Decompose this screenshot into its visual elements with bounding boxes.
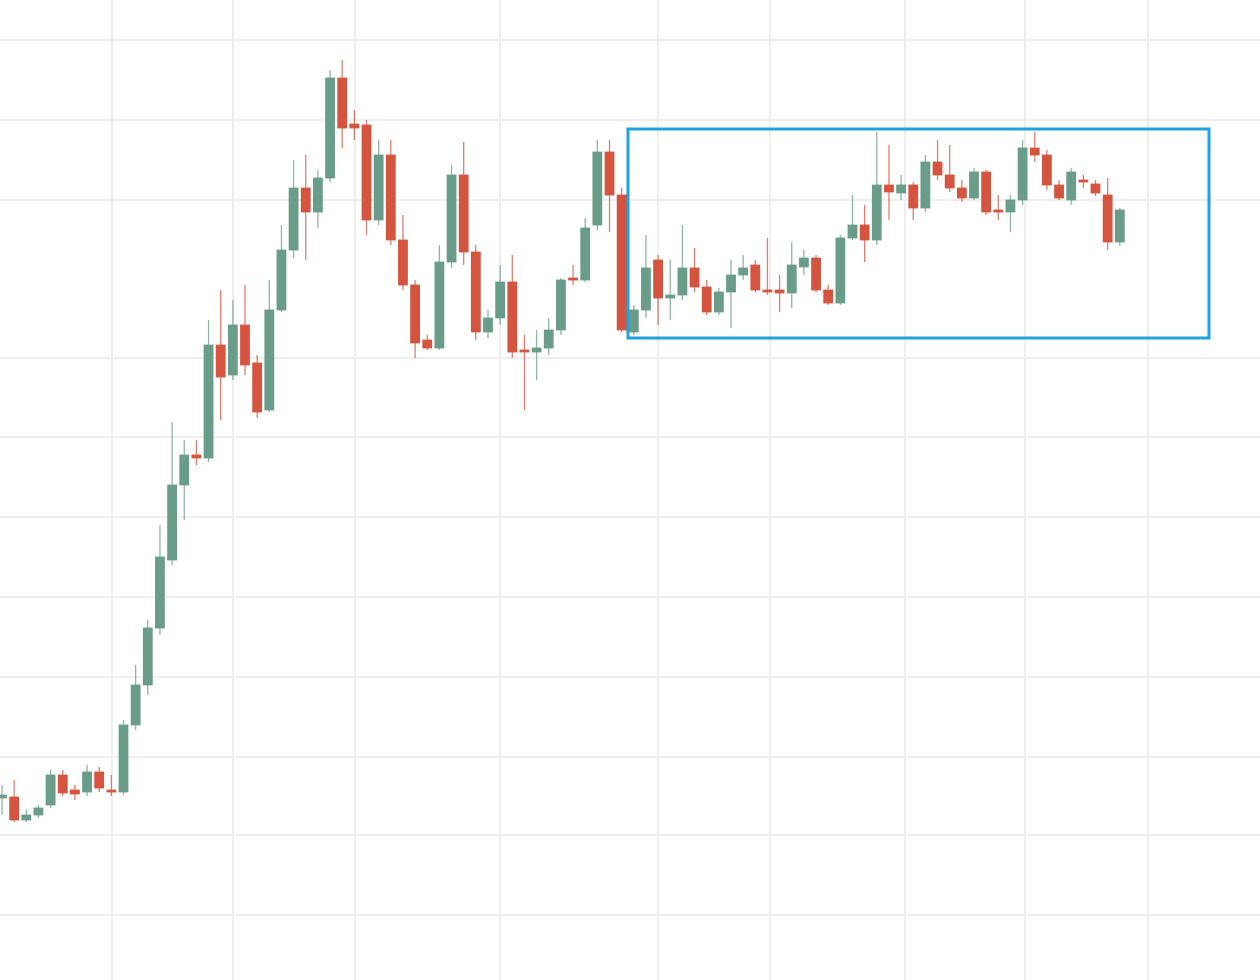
candle-body bbox=[653, 259, 663, 299]
candle-body bbox=[774, 289, 785, 294]
candle-body bbox=[142, 627, 153, 686]
candle-body bbox=[689, 267, 700, 288]
candle-body bbox=[361, 124, 372, 221]
candle-body bbox=[568, 277, 578, 281]
candle-body bbox=[811, 257, 821, 291]
candle-body bbox=[1017, 147, 1028, 201]
candle-body bbox=[1102, 194, 1113, 243]
candle-body bbox=[9, 796, 20, 821]
candle-body bbox=[276, 249, 287, 311]
candle-body bbox=[1029, 147, 1040, 156]
candle-body bbox=[641, 267, 651, 311]
candle-body bbox=[458, 174, 469, 253]
candle-body bbox=[981, 171, 992, 213]
candle-body bbox=[556, 279, 566, 331]
candle-body bbox=[956, 187, 967, 199]
candle-body bbox=[179, 454, 190, 486]
candle-body bbox=[543, 329, 554, 349]
candle-body bbox=[665, 294, 676, 299]
candle-body bbox=[677, 267, 688, 296]
candle-body bbox=[227, 324, 238, 376]
candle-body bbox=[252, 362, 263, 413]
candle-body bbox=[422, 339, 433, 349]
candle-body bbox=[191, 454, 202, 459]
candle-body bbox=[21, 814, 32, 821]
candle-body bbox=[738, 267, 749, 276]
candle-body bbox=[1054, 184, 1064, 199]
candle-body bbox=[118, 724, 129, 793]
candle-body bbox=[1005, 199, 1016, 213]
candle-body bbox=[167, 484, 178, 561]
candle-body bbox=[604, 151, 615, 196]
candle-body bbox=[398, 239, 408, 286]
candle-body bbox=[0, 794, 7, 799]
candle-body bbox=[410, 284, 421, 344]
candle-body bbox=[446, 174, 457, 263]
candle-body bbox=[762, 289, 773, 293]
candle-body bbox=[203, 344, 214, 459]
candle-body bbox=[1066, 171, 1077, 201]
candle-body bbox=[616, 194, 627, 331]
candle-body bbox=[786, 264, 797, 294]
candle-body bbox=[300, 187, 311, 213]
candle-body bbox=[483, 317, 493, 333]
candle-body bbox=[288, 187, 299, 251]
candle-body bbox=[823, 289, 834, 304]
candle-body bbox=[592, 151, 603, 226]
candle-body bbox=[847, 224, 858, 239]
candle-body bbox=[969, 171, 979, 199]
candle-body bbox=[896, 184, 906, 194]
candle-body bbox=[908, 184, 919, 209]
candle-body bbox=[871, 184, 882, 241]
candles bbox=[0, 60, 1125, 822]
candle-body bbox=[264, 309, 275, 411]
candle-body bbox=[325, 77, 335, 179]
candle-body bbox=[349, 123, 360, 129]
candle-body bbox=[799, 257, 809, 268]
candle-body bbox=[385, 154, 396, 241]
candle-body bbox=[240, 324, 250, 366]
candle-body bbox=[859, 224, 870, 241]
candle-body bbox=[519, 349, 530, 353]
candle-body bbox=[932, 161, 943, 176]
candle-body bbox=[33, 807, 44, 816]
candle-body bbox=[337, 77, 348, 129]
candle-body bbox=[130, 684, 141, 726]
candle-body bbox=[1042, 154, 1052, 186]
candle-body bbox=[701, 286, 712, 313]
candle-body bbox=[470, 251, 481, 333]
candle-body bbox=[495, 281, 506, 319]
candle-body bbox=[1078, 179, 1089, 183]
candle-body bbox=[45, 774, 56, 806]
candle-body bbox=[70, 789, 80, 795]
candle-body bbox=[155, 556, 165, 629]
candle-body bbox=[580, 227, 591, 281]
candle-body bbox=[507, 281, 518, 353]
candle-body bbox=[94, 771, 105, 789]
candle-body bbox=[713, 291, 724, 313]
candle-body bbox=[434, 261, 445, 349]
candle-body bbox=[1090, 183, 1101, 194]
candle-body bbox=[82, 771, 92, 793]
range-box bbox=[626, 127, 1211, 340]
candle-body bbox=[1114, 209, 1125, 243]
candle-body bbox=[835, 237, 846, 304]
candle-body bbox=[312, 177, 323, 213]
candle-body bbox=[726, 274, 736, 293]
candle-body bbox=[373, 154, 384, 221]
candle-body bbox=[215, 344, 226, 378]
candle-body bbox=[628, 309, 639, 333]
candle-body bbox=[57, 774, 68, 794]
candle-body bbox=[750, 264, 761, 291]
candle-body bbox=[944, 174, 955, 189]
candle-body bbox=[884, 184, 894, 193]
candle-body bbox=[531, 347, 542, 353]
candle-body bbox=[106, 789, 117, 793]
candle-body bbox=[920, 161, 931, 209]
candle-body bbox=[993, 209, 1004, 213]
